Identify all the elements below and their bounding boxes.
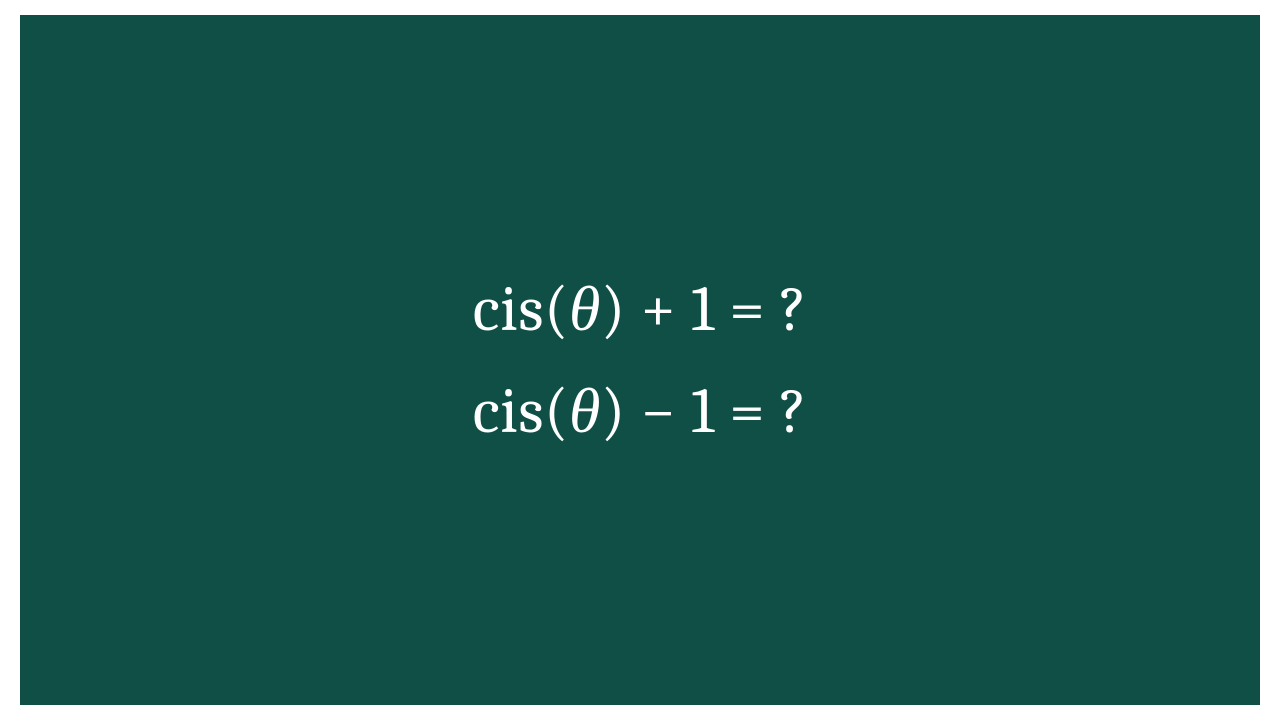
chalkboard: cis(θ) + 1 = ? cis(θ) − 1 = ? [20, 15, 1260, 705]
equation-suffix: ) − 1 = ? [601, 374, 807, 448]
equation-line-1: cis(θ) + 1 = ? [473, 272, 808, 346]
theta-symbol: θ [569, 374, 601, 448]
theta-symbol: θ [569, 272, 601, 346]
equation-suffix: ) + 1 = ? [601, 272, 807, 346]
equation-prefix: cis( [473, 272, 569, 346]
equation-line-2: cis(θ) − 1 = ? [473, 374, 808, 448]
equation-prefix: cis( [473, 374, 569, 448]
